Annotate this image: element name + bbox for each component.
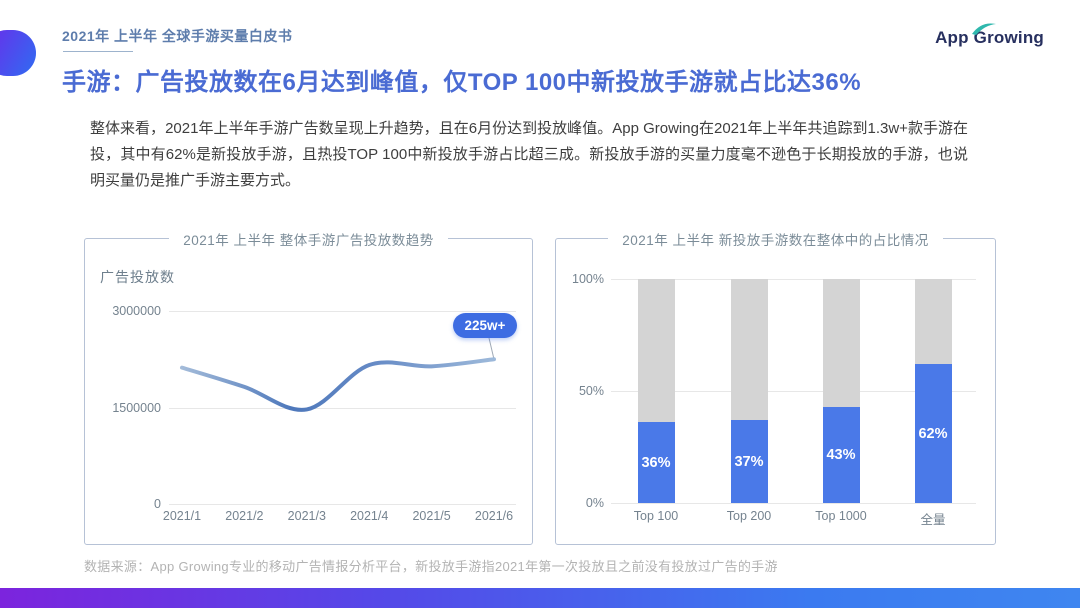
bar-chart-y-tick-label: 50%	[578, 384, 604, 398]
trend-path	[180, 357, 496, 412]
line-chart-y-axis-title: 广告投放数	[100, 269, 175, 285]
bar-value-label: 43%	[826, 446, 856, 463]
bar-value-segment	[730, 420, 768, 503]
logo-text-growing: Growing	[973, 28, 1044, 47]
bar-chart-gridline	[611, 279, 976, 280]
line-chart-y-tick-label: 1500000	[112, 400, 161, 415]
report-eyebrow: 2021年 上半年 全球手游买量白皮书	[62, 28, 293, 44]
line-chart-gridline	[169, 504, 516, 505]
bar-chart-x-tick-label: 全量	[920, 513, 946, 527]
bar-value-label: 62%	[918, 425, 948, 442]
bar-chart-card: 2021年 上半年 新投放手游数在整体中的占比情况 0% 50% 100% 36% To…	[555, 229, 996, 545]
logo-text-growing-wrap: Growing	[971, 23, 1044, 48]
line-chart-x-tick-label: 2021/4	[350, 509, 389, 523]
corner-blob-decoration	[0, 30, 36, 76]
bar-value-segment	[914, 364, 952, 503]
bar-chart-gridline	[611, 391, 976, 392]
logo-swoosh-icon	[971, 23, 996, 35]
bar-value-label: 36%	[641, 454, 671, 471]
badge-connector-line	[488, 337, 495, 360]
bar-chart-y-tick-label: 0%	[585, 496, 604, 510]
eyebrow-underline	[63, 51, 133, 52]
bar-chart-x-tick-label: Top 100	[633, 509, 679, 523]
line-chart-title: 2021年 上半年 整体手游广告投放数趋势	[169, 229, 448, 249]
line-chart-title-wrap: 2021年 上半年 整体手游广告投放数趋势	[85, 229, 532, 250]
body-paragraph: 整体来看，2021年上半年手游广告数呈现上升趋势，且在6月份达到投放峰值。App…	[90, 120, 968, 189]
line-chart-x-tick-label: 2021/2	[225, 509, 264, 523]
line-chart-card: 2021年 上半年 整体手游广告投放数趋势 广告投放数 0 1500000 3000…	[84, 229, 533, 545]
trend-line	[180, 337, 496, 412]
bottom-gradient-bar	[0, 588, 1080, 608]
app-growing-logo: App Growing	[935, 23, 1044, 48]
data-source-note: 数据来源：App Growing专业的移动广告情报分析平台，新投放手游指2021…	[84, 559, 778, 574]
bar-chart-title-wrap: 2021年 上半年 新投放手游数在整体中的占比情况	[556, 229, 995, 250]
line-chart-gridline	[169, 311, 516, 312]
line-chart-x-tick-label: 2021/6	[474, 509, 514, 523]
bar-chart-x-tick-label: Top 200	[726, 509, 772, 523]
line-chart-y-tick-label: 3000000	[112, 304, 161, 318]
page-title: 手游：广告投放数在6月达到峰值，仅TOP 100中新投放手游就占比达36%	[62, 69, 862, 96]
line-chart-y-tick-label: 0	[154, 497, 161, 511]
bar-value-segment	[822, 406, 860, 503]
line-chart-gridline	[169, 407, 516, 409]
bar-chart-x-tick-label: Top 1000	[815, 509, 867, 523]
bar-chart-gridline	[611, 503, 976, 504]
bar-value-segment	[637, 422, 675, 503]
bar-chart-y-tick-label: 100%	[572, 272, 604, 286]
line-chart-x-tick-label: 2021/1	[162, 509, 202, 523]
bar-value-label: 37%	[734, 453, 764, 470]
logo-text-app: App	[935, 28, 969, 47]
peak-value-badge: 225w+	[453, 313, 517, 338]
line-chart-x-tick-label: 2021/5	[412, 509, 451, 523]
bar-chart-title: 2021年 上半年 新投放手游数在整体中的占比情况	[608, 229, 943, 249]
line-chart-x-tick-label: 2021/3	[287, 509, 326, 523]
